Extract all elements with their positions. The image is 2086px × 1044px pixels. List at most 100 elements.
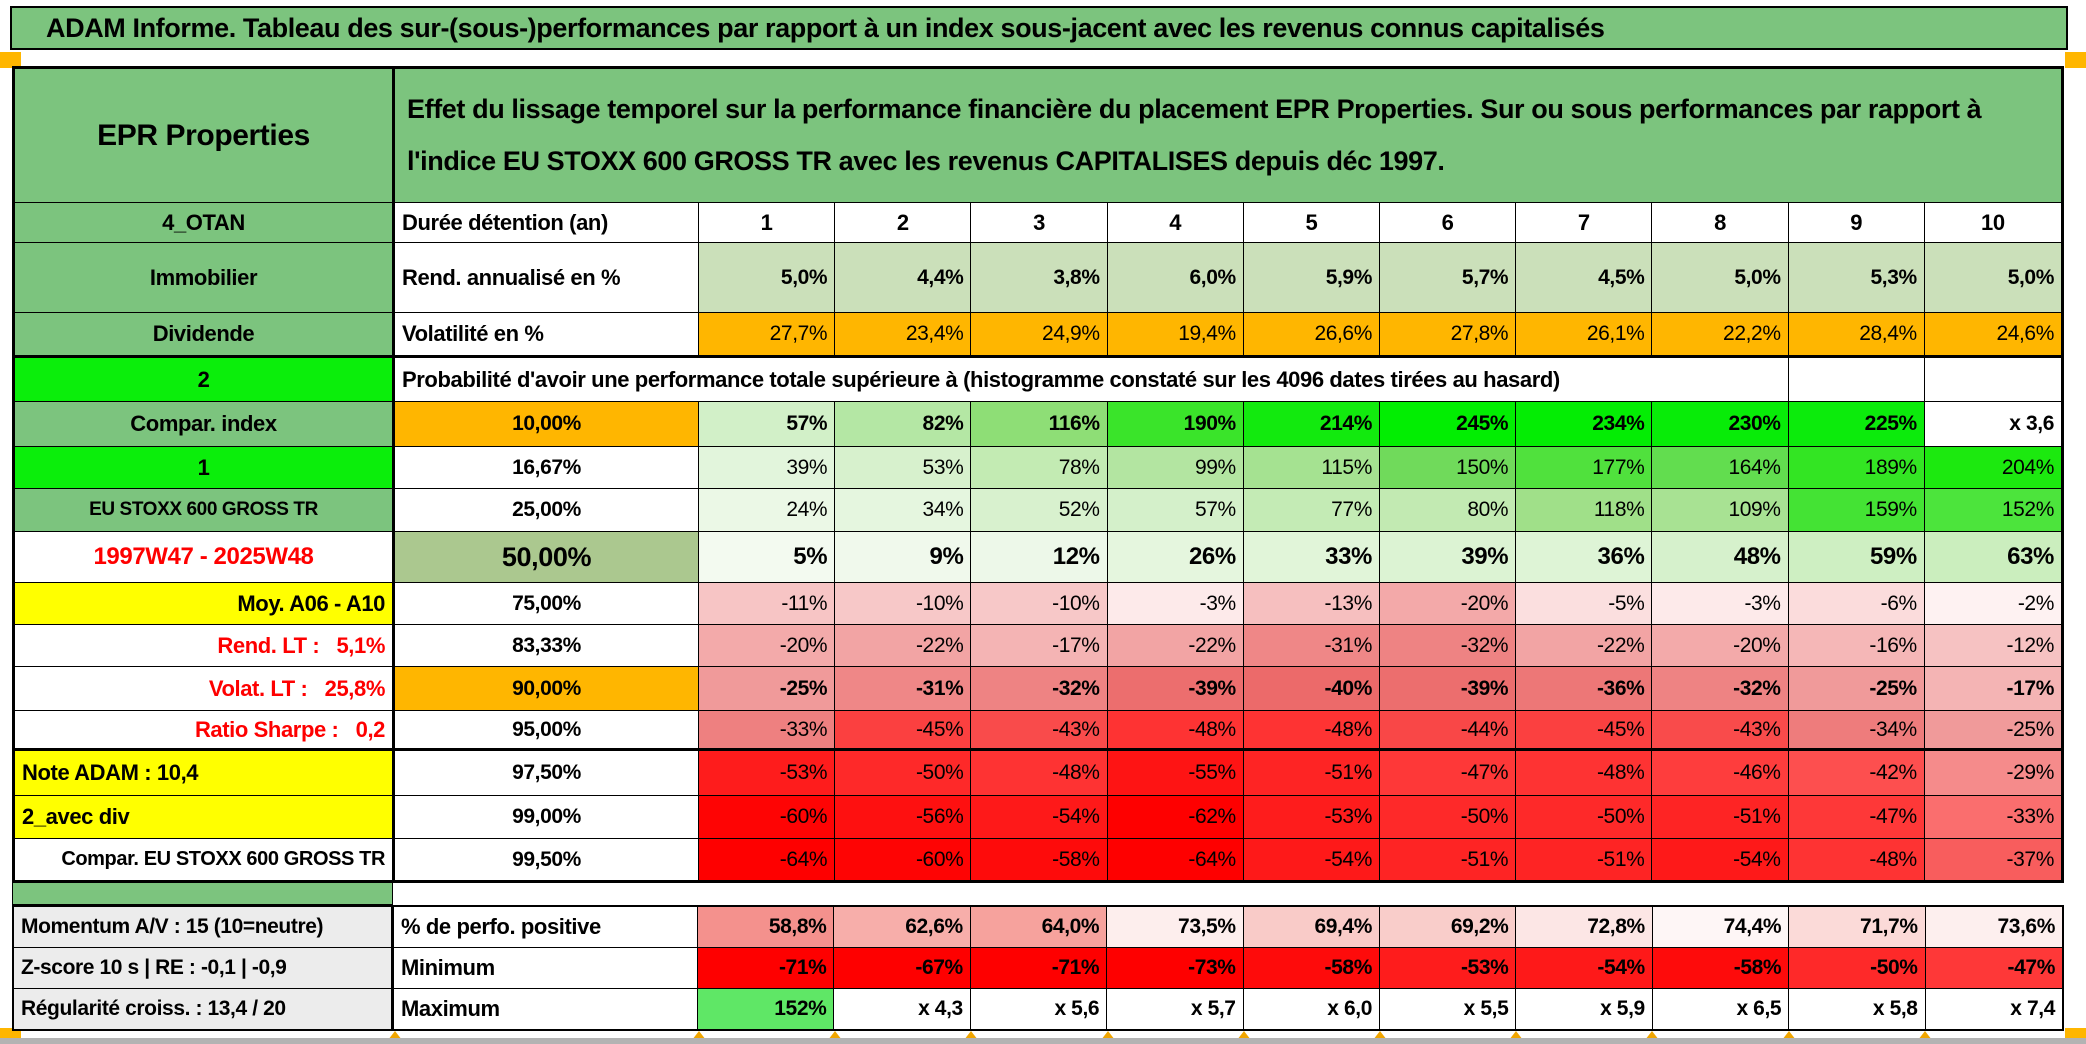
cell-p90-3[interactable]: -31% [835, 667, 972, 710]
cell-p995-9[interactable]: -54% [1652, 839, 1789, 880]
label-p95-0[interactable]: Ratio Sharpe : 0,2 [15, 711, 395, 748]
label-rendement-0[interactable]: Immobilier [15, 243, 395, 312]
cell-p25-2[interactable]: 24% [699, 489, 836, 531]
cell-p25-11[interactable]: 152% [1924, 489, 2061, 531]
cell-duree-6[interactable]: 5 [1243, 203, 1380, 242]
cell-p50-5[interactable]: 26% [1107, 532, 1244, 582]
cell-p10-9[interactable]: 230% [1652, 402, 1789, 446]
cell-duree-10[interactable]: 9 [1788, 203, 1925, 242]
cell-p25-10[interactable]: 159% [1788, 489, 1925, 531]
cell-p75-5[interactable]: -3% [1107, 583, 1244, 624]
cell-maximum-4[interactable]: x 5,6 [970, 989, 1108, 1029]
cell-p1667-1[interactable]: 16,67% [395, 447, 699, 488]
cell-p10-1[interactable]: 10,00% [395, 402, 699, 446]
cell-p95-7[interactable]: -44% [1379, 711, 1517, 748]
cell-minimum-10[interactable]: -50% [1789, 948, 1926, 988]
cell-p25-1[interactable]: 25,00% [395, 489, 699, 531]
cell-p1667-10[interactable]: 189% [1788, 447, 1925, 488]
cell-p975-10[interactable]: -42% [1788, 751, 1925, 795]
cell-p99-1[interactable]: 99,00% [395, 796, 699, 838]
cell-p995-2[interactable]: -64% [699, 839, 836, 880]
cell-volatilite-4[interactable]: 24,9% [971, 313, 1108, 355]
cell-p8333-1[interactable]: 83,33% [395, 625, 699, 666]
cell-p99-9[interactable]: -51% [1652, 796, 1789, 838]
cell-duree-1[interactable]: Durée détention (an) [395, 203, 699, 242]
cell-p25-4[interactable]: 52% [971, 489, 1108, 531]
cell-p99-11[interactable]: -33% [1924, 796, 2061, 838]
cell-p95-3[interactable]: -45% [835, 711, 972, 748]
cell-maximum-11[interactable]: x 7,4 [1925, 989, 2062, 1029]
cell-p8333-4[interactable]: -17% [971, 625, 1108, 666]
cell-p99-2[interactable]: -60% [699, 796, 836, 838]
cell-p25-3[interactable]: 34% [835, 489, 972, 531]
cell-minimum-9[interactable]: -58% [1652, 948, 1790, 988]
cell-maximum-6[interactable]: x 6,0 [1243, 989, 1380, 1029]
cell-rendement-7[interactable]: 5,7% [1379, 243, 1517, 312]
label-perfo-0[interactable]: Momentum A/V : 15 (10=neutre) [14, 907, 394, 947]
cell-perfo-3[interactable]: 62,6% [834, 907, 971, 947]
sheet-title-cell[interactable]: ADAM Informe. Tableau des sur-(sous-)per… [10, 6, 2068, 50]
cell-duree-4[interactable]: 3 [971, 203, 1108, 242]
label-maximum-0[interactable]: Régularité croiss. : 13,4 / 20 [14, 989, 394, 1029]
cell-p75-3[interactable]: -10% [835, 583, 972, 624]
label-p8333-0[interactable]: Rend. LT : 5,1% [15, 625, 395, 666]
cell-p50-8[interactable]: 36% [1516, 532, 1653, 582]
cell-rendement-8[interactable]: 4,5% [1516, 243, 1653, 312]
cell-p10-11[interactable]: x 3,6 [1924, 402, 2061, 446]
cell-probabilite-1[interactable]: Probabilité d'avoir une performance tota… [395, 358, 1789, 401]
cell-p8333-2[interactable]: -20% [699, 625, 836, 666]
cell-p1667-7[interactable]: 150% [1379, 447, 1517, 488]
cell-p8333-6[interactable]: -31% [1243, 625, 1380, 666]
cell-p99-8[interactable]: -50% [1516, 796, 1653, 838]
cell-p75-8[interactable]: -5% [1516, 583, 1653, 624]
cell-p995-5[interactable]: -64% [1107, 839, 1244, 880]
cell-maximum-7[interactable]: x 5,5 [1379, 989, 1517, 1029]
cell-minimum-11[interactable]: -47% [1925, 948, 2062, 988]
cell-p99-10[interactable]: -47% [1788, 796, 1925, 838]
cell-duree-5[interactable]: 4 [1107, 203, 1244, 242]
cell-p90-6[interactable]: -40% [1243, 667, 1380, 710]
cell-perfo-11[interactable]: 73,6% [1925, 907, 2062, 947]
cell-maximum-2[interactable]: 152% [698, 989, 835, 1029]
cell-p50-11[interactable]: 63% [1924, 532, 2061, 582]
cell-p75-1[interactable]: 75,00% [395, 583, 699, 624]
cell-p90-8[interactable]: -36% [1516, 667, 1653, 710]
cell-p8333-8[interactable]: -22% [1516, 625, 1653, 666]
cell-p95-8[interactable]: -45% [1516, 711, 1653, 748]
cell-maximum-5[interactable]: x 5,7 [1107, 989, 1244, 1029]
cell-p90-4[interactable]: -32% [971, 667, 1108, 710]
cell-p995-8[interactable]: -51% [1516, 839, 1653, 880]
cell-p975-4[interactable]: -48% [971, 751, 1108, 795]
cell-epr-header-1[interactable]: Effet du lissage temporel sur la perform… [395, 69, 2061, 202]
cell-volatilite-6[interactable]: 26,6% [1243, 313, 1380, 355]
cell-perfo-10[interactable]: 71,7% [1789, 907, 1926, 947]
cell-minimum-4[interactable]: -71% [970, 948, 1108, 988]
cell-p995-4[interactable]: -58% [971, 839, 1108, 880]
cell-maximum-3[interactable]: x 4,3 [834, 989, 971, 1029]
cell-volatilite-5[interactable]: 19,4% [1107, 313, 1244, 355]
cell-p10-8[interactable]: 234% [1516, 402, 1653, 446]
cell-p975-8[interactable]: -48% [1516, 751, 1653, 795]
cell-p975-6[interactable]: -51% [1243, 751, 1380, 795]
cell-minimum-3[interactable]: -67% [834, 948, 971, 988]
cell-volatilite-3[interactable]: 23,4% [835, 313, 972, 355]
label-p995-0[interactable]: Compar. EU STOXX 600 GROSS TR [15, 839, 395, 880]
cell-p75-6[interactable]: -13% [1243, 583, 1380, 624]
cell-p75-4[interactable]: -10% [971, 583, 1108, 624]
cell-p10-3[interactable]: 82% [835, 402, 972, 446]
cell-p10-10[interactable]: 225% [1788, 402, 1925, 446]
cell-p95-9[interactable]: -43% [1652, 711, 1789, 748]
cell-p8333-11[interactable]: -12% [1924, 625, 2061, 666]
cell-p50-4[interactable]: 12% [971, 532, 1108, 582]
cell-p1667-11[interactable]: 204% [1924, 447, 2061, 488]
cell-p25-9[interactable]: 109% [1652, 489, 1789, 531]
cell-p10-2[interactable]: 57% [699, 402, 836, 446]
cell-p95-10[interactable]: -34% [1788, 711, 1925, 748]
cell-rendement-5[interactable]: 6,0% [1107, 243, 1244, 312]
cell-p25-7[interactable]: 80% [1379, 489, 1517, 531]
cell-probabilite-3[interactable] [1924, 358, 2061, 401]
cell-minimum-8[interactable]: -54% [1516, 948, 1653, 988]
cell-p8333-10[interactable]: -16% [1788, 625, 1925, 666]
cell-p975-2[interactable]: -53% [699, 751, 836, 795]
cell-volatilite-1[interactable]: Volatilité en % [395, 313, 699, 355]
